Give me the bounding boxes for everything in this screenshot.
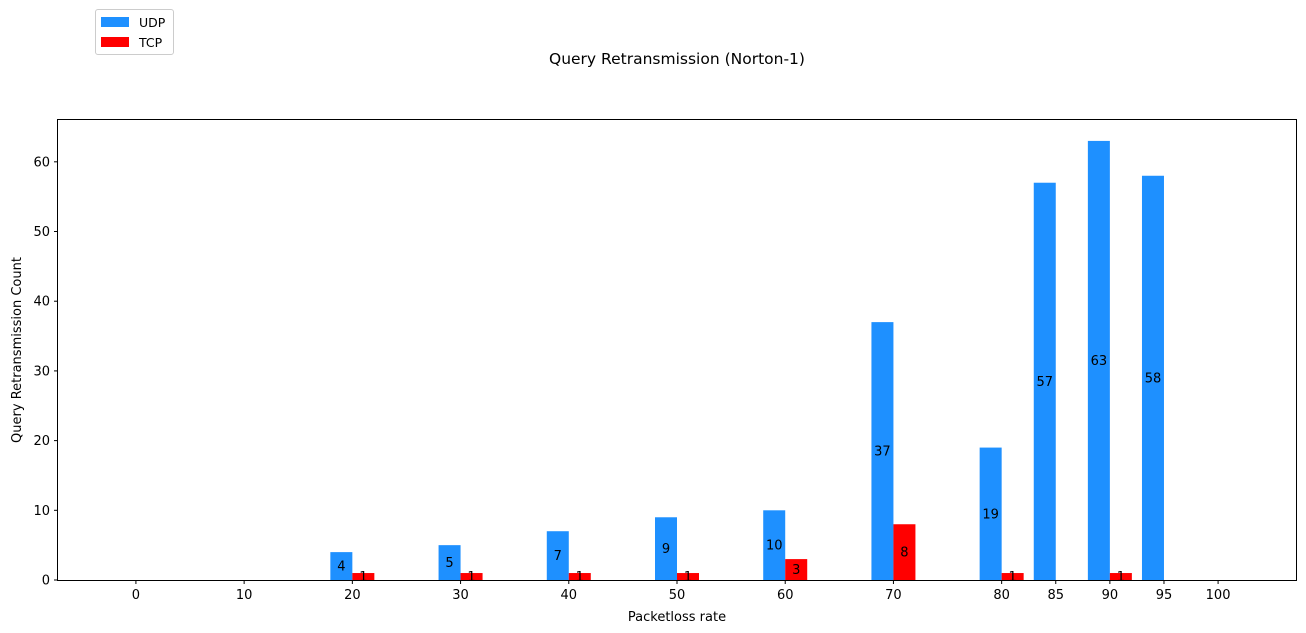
bar-udp-50 <box>655 517 677 580</box>
data-label-udp-95: 58 <box>1145 371 1162 386</box>
bar-udp-95 <box>1141 175 1164 580</box>
data-label-tcp-50: 1 <box>684 570 692 585</box>
x-tick-label-80: 80 <box>993 588 1010 603</box>
x-tick-label-50: 50 <box>669 588 686 603</box>
x-tick-label-40: 40 <box>561 588 578 603</box>
data-label-udp-30: 5 <box>445 556 453 571</box>
legend-label-udp: UDP <box>139 14 166 30</box>
x-tick-label-30: 30 <box>452 588 469 603</box>
legend-item-udp: UDP <box>101 14 165 30</box>
y-axis-label: Query Retransmission Count <box>10 257 25 443</box>
data-label-tcp-20: 1 <box>359 570 367 585</box>
bar-udp-85 <box>1033 182 1056 580</box>
data-label-udp-90: 63 <box>1091 354 1108 369</box>
bars-layer <box>330 140 1164 580</box>
data-label-udp-50: 9 <box>662 542 670 557</box>
y-tick-label-60: 60 <box>33 155 50 170</box>
bar-udp-60 <box>763 510 786 580</box>
data-label-udp-85: 57 <box>1036 375 1053 390</box>
bar-udp-80 <box>979 447 1002 580</box>
bar-tcp-50 <box>677 573 699 580</box>
bar-udp-40 <box>546 531 569 580</box>
x-tick-label-85: 85 <box>1047 588 1064 603</box>
bar-tcp-60 <box>785 559 808 580</box>
legend-swatch-udp <box>101 17 129 27</box>
bar-tcp-40 <box>568 573 591 580</box>
x-axis-label: Packetloss rate <box>628 610 726 625</box>
y-tick-label-30: 30 <box>33 364 50 379</box>
bar-udp-20 <box>330 552 353 580</box>
x-tick-label-90: 90 <box>1102 588 1119 603</box>
x-tick-label-60: 60 <box>777 588 794 603</box>
data-label-udp-20: 4 <box>337 560 345 575</box>
bar-tcp-70 <box>893 524 916 580</box>
x-tick-label-100: 100 <box>1206 588 1231 603</box>
legend: UDP TCP <box>95 9 174 55</box>
x-tick-label-0: 0 <box>132 588 140 603</box>
data-label-tcp-30: 1 <box>467 570 475 585</box>
legend-item-tcp: TCP <box>101 34 162 50</box>
data-label-udp-80: 19 <box>982 507 999 522</box>
data-label-udp-70: 37 <box>874 445 891 460</box>
data-label-tcp-60: 3 <box>792 563 800 578</box>
bar-udp-30 <box>438 545 461 580</box>
data-label-tcp-90: 1 <box>1117 570 1125 585</box>
x-tick-label-10: 10 <box>236 588 253 603</box>
y-tick-label-20: 20 <box>33 434 50 449</box>
y-tick-label-50: 50 <box>33 225 50 240</box>
data-label-tcp-40: 1 <box>576 570 584 585</box>
y-tick-label-40: 40 <box>33 295 50 310</box>
legend-swatch-tcp <box>101 37 129 47</box>
data-label-tcp-80: 1 <box>1009 570 1017 585</box>
y-tick-label-0: 0 <box>42 574 50 589</box>
x-tick-label-20: 20 <box>344 588 361 603</box>
y-tick-label-10: 10 <box>33 504 50 519</box>
data-label-udp-60: 10 <box>766 539 783 554</box>
bar-tcp-20 <box>352 573 375 580</box>
data-label-udp-40: 7 <box>554 549 562 564</box>
chart-title: Query Retransmission (Norton-1) <box>549 50 805 68</box>
x-tick-label-95: 95 <box>1156 588 1173 603</box>
bar-udp-90 <box>1087 140 1110 580</box>
bar-tcp-80 <box>1001 573 1024 580</box>
bar-tcp-90 <box>1109 573 1132 580</box>
bar-tcp-30 <box>460 573 483 580</box>
legend-label-tcp: TCP <box>139 34 163 50</box>
plot-frame <box>57 119 1297 581</box>
bar-udp-70 <box>871 322 894 580</box>
x-tick-label-70: 70 <box>885 588 902 603</box>
data-label-tcp-70: 8 <box>900 546 908 561</box>
